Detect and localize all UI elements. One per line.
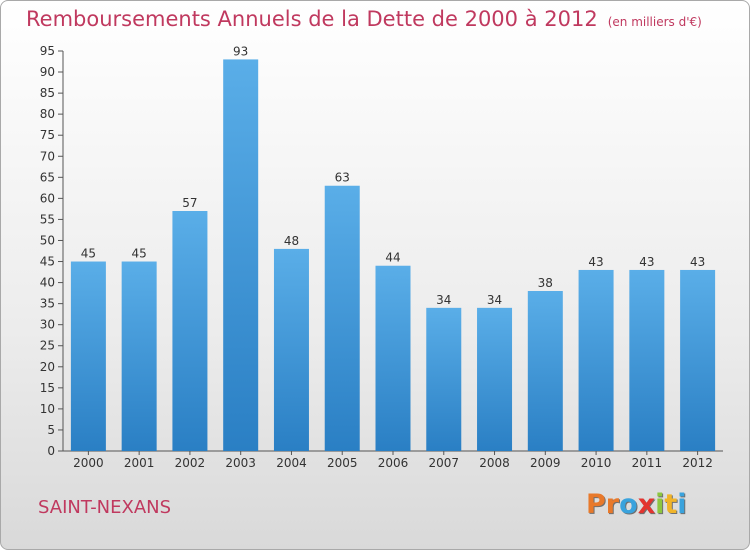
bar-value-label: 48 — [284, 234, 299, 248]
y-axis: 0 5 10 15 20 25 30 35 40 45 50 55 60 65 70 75 80 85 90 95 — [40, 44, 64, 458]
x-tick-label: 2006 — [378, 456, 409, 470]
bar-value-label: 34 — [436, 293, 451, 307]
bar-2004 — [273, 248, 309, 451]
x-tick-label: 2000 — [73, 456, 104, 470]
bar-2006 — [375, 265, 411, 451]
y-tick-label: 50 — [40, 233, 55, 247]
bar-value-label: 57 — [182, 196, 197, 210]
y-tick-label: 85 — [40, 86, 55, 100]
chart-title: Remboursements Annuels de la Dette de 20… — [26, 7, 598, 31]
y-tick-label: 5 — [47, 423, 55, 437]
bar-2003 — [223, 59, 259, 451]
bar-2001 — [121, 261, 157, 451]
y-tick-label: 45 — [40, 255, 55, 269]
logo-letter: o — [619, 489, 638, 520]
y-tick-label: 30 — [40, 318, 55, 332]
commune-name: SAINT-NEXANS — [38, 497, 172, 518]
logo-letter: t — [664, 489, 678, 520]
y-tick-label: 60 — [40, 191, 55, 205]
bar-value-label: 43 — [690, 255, 705, 269]
x-tick-label: 2005 — [327, 456, 358, 470]
y-tick-label: 55 — [40, 212, 55, 226]
x-tick-label: 2002 — [175, 456, 206, 470]
y-tick-label: 25 — [40, 339, 55, 353]
bar-value-label: 34 — [487, 293, 502, 307]
bar-2002 — [172, 211, 208, 451]
y-tick-label: 35 — [40, 297, 55, 311]
y-tick-label: 65 — [40, 170, 55, 184]
bar-value-label: 45 — [81, 247, 96, 261]
x-tick-label: 2001 — [124, 456, 155, 470]
bar-value-label: 43 — [639, 255, 654, 269]
title-line: Remboursements Annuels de la Dette de 20… — [26, 7, 702, 31]
y-tick-label: 90 — [40, 65, 55, 79]
y-tick-label: 10 — [40, 402, 55, 416]
x-tick-label: 2012 — [682, 456, 713, 470]
bar-value-label: 44 — [385, 251, 400, 265]
bar-2011 — [629, 269, 665, 451]
logo-letter: i — [677, 489, 687, 520]
x-tick-label: 2004 — [276, 456, 307, 470]
y-tick-label: 15 — [40, 381, 55, 395]
y-tick-label: 40 — [40, 276, 55, 290]
logo-letter: x — [637, 489, 656, 520]
proxiti-logo[interactable]: Proxiti — [586, 489, 687, 520]
bar-value-label: 45 — [132, 247, 147, 261]
y-tick-label: 20 — [40, 360, 55, 374]
logo-letter: i — [655, 489, 665, 520]
x-tick-label: 2010 — [581, 456, 612, 470]
x-axis: 2000 2001 2002 2003 2004 2005 2006 2007 2008 2009… — [63, 450, 723, 470]
data-labels: 45 45 57 93 48 63 44 34 34 38 43 43 43 — [81, 44, 706, 306]
bars — [70, 59, 716, 451]
bar-2010 — [578, 269, 614, 451]
logo-letter: P — [586, 489, 606, 520]
bar-value-label: 38 — [538, 276, 553, 290]
bar-2012 — [680, 269, 716, 451]
x-tick-label: 2003 — [225, 456, 256, 470]
bar-2005 — [324, 185, 360, 451]
bar-value-label: 93 — [233, 44, 248, 58]
chart-unit: (en milliers d'€) — [607, 15, 702, 29]
y-tick-label: 80 — [40, 107, 55, 121]
x-tick-label: 2011 — [632, 456, 663, 470]
x-tick-label: 2007 — [428, 456, 459, 470]
logo-letter: r — [605, 489, 620, 520]
x-tick-label: 2008 — [479, 456, 510, 470]
y-tick-label: 75 — [40, 128, 55, 142]
bar-2007 — [426, 307, 462, 451]
bar-2009 — [527, 291, 563, 451]
y-tick-label: 70 — [40, 149, 55, 163]
bar-value-label: 63 — [335, 171, 350, 185]
y-tick-label: 95 — [40, 44, 55, 58]
bar-2008 — [477, 307, 513, 451]
bar-2000 — [70, 261, 106, 451]
bar-value-label: 43 — [588, 255, 603, 269]
y-tick-label: 0 — [47, 444, 55, 458]
x-tick-label: 2009 — [530, 456, 561, 470]
